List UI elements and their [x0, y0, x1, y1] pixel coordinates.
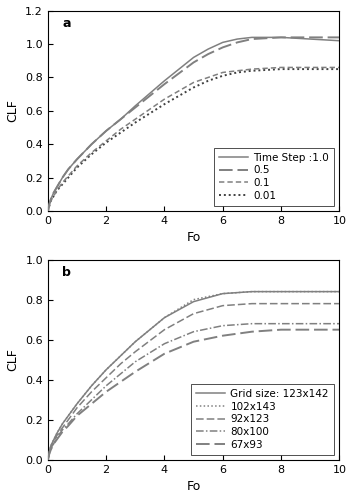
Y-axis label: CLF: CLF	[7, 348, 20, 371]
Text: a: a	[62, 16, 71, 30]
Legend: Time Step :1.0, 0.5, 0.1, 0.01: Time Step :1.0, 0.5, 0.1, 0.01	[214, 148, 334, 206]
Text: b: b	[62, 266, 71, 278]
Y-axis label: CLF: CLF	[7, 100, 20, 122]
X-axis label: Fo: Fo	[186, 232, 201, 244]
X-axis label: Fo: Fo	[186, 480, 201, 494]
Legend: Grid size: 123x142, 102x143, 92x123, 80x100, 67x93: Grid size: 123x142, 102x143, 92x123, 80x…	[191, 384, 334, 454]
